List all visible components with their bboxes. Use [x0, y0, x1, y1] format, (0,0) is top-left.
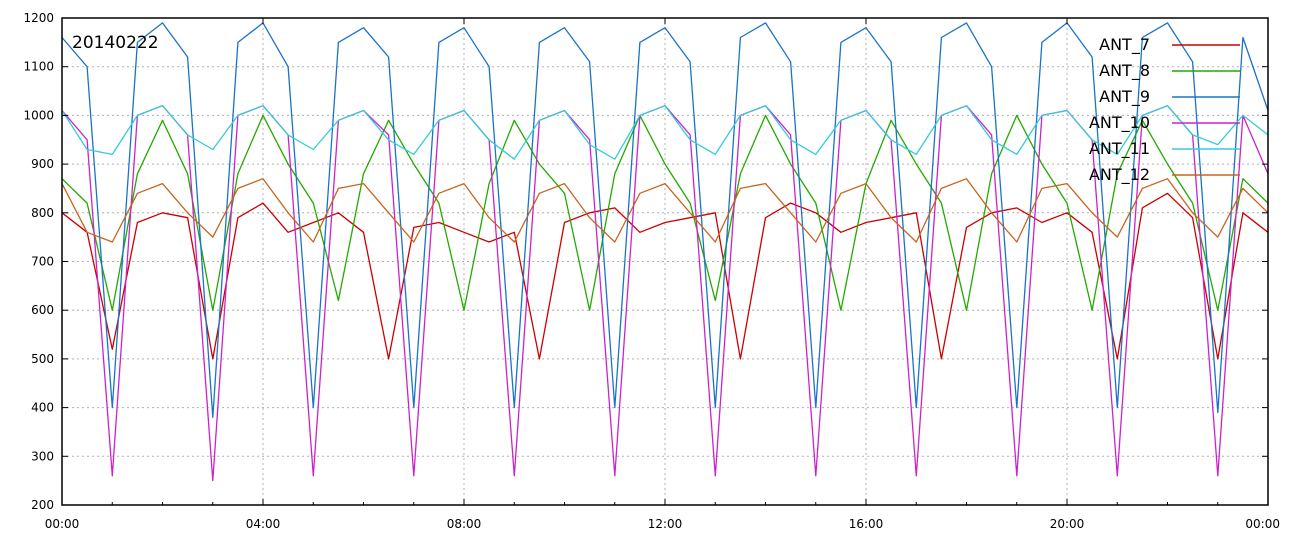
- y-tick-label: 200: [31, 498, 54, 512]
- legend: ANT_7 ANT_8 ANT_9 ANT_10 ANT_11 ANT_12: [1089, 35, 1240, 185]
- x-tick-label: 20:00: [1050, 517, 1085, 531]
- y-tick-label: 1000: [23, 108, 54, 122]
- series-line-ant-7: [61, 192, 1269, 360]
- y-tick-label: 600: [31, 303, 54, 317]
- series-line-ant-11: [61, 105, 1269, 160]
- x-tick-label: 04:00: [246, 517, 281, 531]
- x-tick-label: 16:00: [849, 517, 884, 531]
- legend-label: ANT_11: [1089, 139, 1150, 159]
- y-tick-label: 700: [31, 255, 54, 269]
- legend-label: ANT_7: [1099, 35, 1150, 55]
- y-tick-label: 800: [31, 206, 54, 220]
- legend-label: ANT_8: [1099, 61, 1150, 81]
- y-tick-label: 900: [31, 157, 54, 171]
- legend-label: ANT_12: [1089, 165, 1150, 185]
- x-tick-label: 12:00: [648, 517, 683, 531]
- chart-title: 20140222: [72, 33, 159, 53]
- series-line-ant-12: [61, 178, 1269, 243]
- x-tick-label: 00:00: [1245, 517, 1280, 531]
- y-tick-label: 500: [31, 352, 54, 366]
- y-tick-label: 300: [31, 449, 54, 463]
- y-tick-label: 1100: [23, 60, 54, 74]
- series-line-ant-8: [61, 114, 1269, 311]
- x-tick-label: 08:00: [447, 517, 482, 531]
- x-tick-label: 00:00: [45, 517, 80, 531]
- y-tick-label: 400: [31, 401, 54, 415]
- series-lines: [61, 22, 1269, 482]
- y-tick-label: 1200: [23, 11, 54, 25]
- legend-label: ANT_9: [1099, 87, 1150, 107]
- axis-ticks: 200 300 400 500 600 700 800 900 1000 1100 1200 00:0…: [23, 11, 1280, 531]
- legend-label: ANT_10: [1089, 113, 1150, 133]
- grid: [62, 18, 1268, 505]
